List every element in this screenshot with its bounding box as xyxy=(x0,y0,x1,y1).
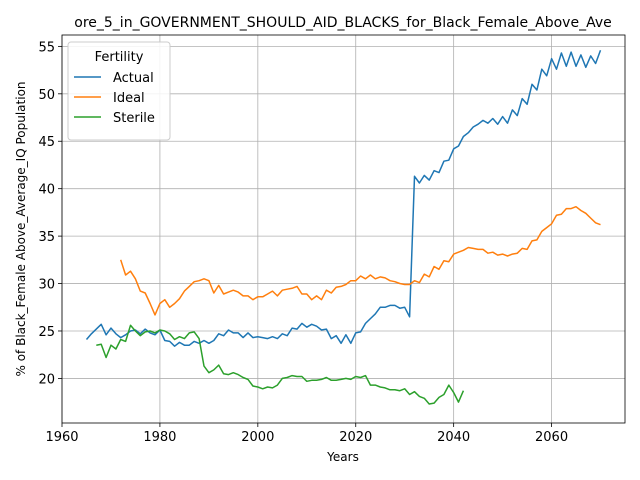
legend-title: Fertility xyxy=(95,50,144,65)
x-tick-label: 2000 xyxy=(241,430,274,445)
legend: Fertility Actual Ideal Sterile xyxy=(67,41,171,141)
y-tick-label: 25 xyxy=(38,325,55,340)
legend-label-ideal: Ideal xyxy=(113,91,145,106)
y-tick-label: 20 xyxy=(38,372,55,387)
x-tick-label: 2020 xyxy=(339,430,372,445)
x-tick-label: 2040 xyxy=(437,430,470,445)
x-tick-label: 1980 xyxy=(143,430,176,445)
series-line-actual xyxy=(85,49,602,347)
legend-label-sterile: Sterile xyxy=(113,111,155,126)
series-line-sterile xyxy=(96,324,465,405)
x-tick-label: 1960 xyxy=(45,430,78,445)
y-axis-ticks: 20 25 30 35 40 45 50 55 xyxy=(38,40,62,387)
y-tick-label: 40 xyxy=(38,183,55,198)
y-tick-label: 45 xyxy=(38,135,55,150)
series-lines xyxy=(85,49,602,405)
chart-title: ore_5_in_GOVERNMENT_SHOULD_AID_BLACKS_fo… xyxy=(74,15,611,31)
x-axis-title: Years xyxy=(326,450,359,464)
y-tick-label: 30 xyxy=(38,278,55,293)
y-tick-label: 50 xyxy=(38,88,55,103)
x-axis-ticks: 1960 1980 2000 2020 2040 2060 xyxy=(45,423,568,445)
y-tick-label: 35 xyxy=(38,230,55,245)
legend-entries: Actual Ideal Sterile xyxy=(74,71,155,126)
series-line-ideal xyxy=(119,205,601,316)
legend-label-actual: Actual xyxy=(113,71,154,86)
legend-box xyxy=(67,41,171,141)
y-tick-label: 55 xyxy=(38,40,55,55)
plot-frame xyxy=(61,34,626,424)
y-axis-title: % of Black_Female Above_Average_IQ Popul… xyxy=(14,81,28,376)
x-tick-label: 2060 xyxy=(535,430,568,445)
